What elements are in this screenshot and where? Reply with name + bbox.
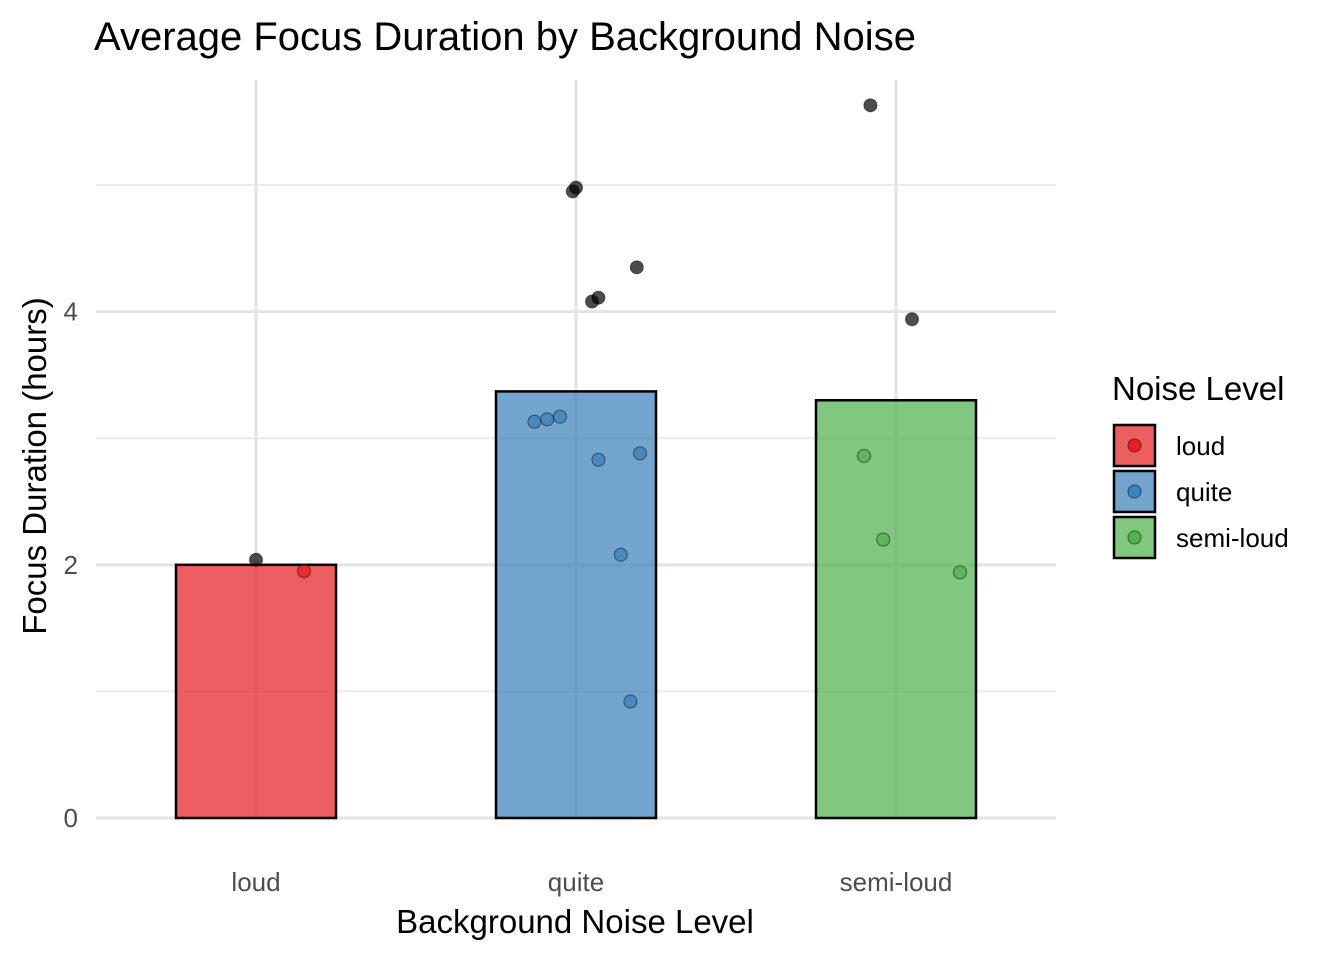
legend-key-loud [1112,423,1157,468]
bar-quite [494,390,658,820]
legend-point-quite [1127,484,1142,499]
y-tick-label: 4 [64,297,78,327]
legend-point-semi-loud [1127,530,1142,545]
data-point-semi-loud [876,532,891,547]
data-point-quite [623,694,638,709]
legend-label-semi-loud: semi-loud [1176,523,1289,553]
data-point-quite [591,452,606,467]
data-point-quite [569,180,583,195]
data-point-semi-loud [863,98,878,113]
bar-layer [174,390,978,820]
legend-items: loud quite semi-loud [1112,423,1289,560]
data-point-semi-loud [857,448,871,463]
y-tick-label: 0 [64,803,78,833]
x-tick-label: quite [548,867,604,897]
data-point-quite [629,260,644,275]
x-axis-title: Background Noise Level [396,903,754,940]
legend-point-loud [1127,438,1142,453]
data-point-semi-loud [953,565,967,580]
data-point-quite [540,412,555,427]
legend-label-quite: quite [1176,477,1232,507]
chart-title: Average Focus Duration by Background Noi… [94,15,916,59]
bar-semi-loud [814,399,978,820]
data-point-quite [527,414,542,429]
data-point-loud [297,564,311,579]
x-tick-label: loud [231,867,280,897]
data-point-semi-loud [905,312,919,327]
bar-loud [174,563,338,820]
legend-label-loud: loud [1176,431,1225,461]
data-point-quite [553,409,567,424]
legend: Noise Level loud quite semi-loud [1112,370,1289,560]
data-point-quite [633,446,647,461]
point-layer [249,98,967,709]
data-point-quite [613,547,628,562]
axis-layer: 0 2 4 loud quite semi-loud [64,297,953,897]
data-point-quite [591,290,606,305]
legend-key-semi-loud [1112,515,1157,560]
legend-title: Noise Level [1112,370,1284,407]
data-point-loud [249,552,263,567]
y-tick-label: 2 [64,550,78,580]
y-axis-title: Focus Duration (hours) [16,297,53,634]
x-tick-label: semi-loud [840,867,953,897]
